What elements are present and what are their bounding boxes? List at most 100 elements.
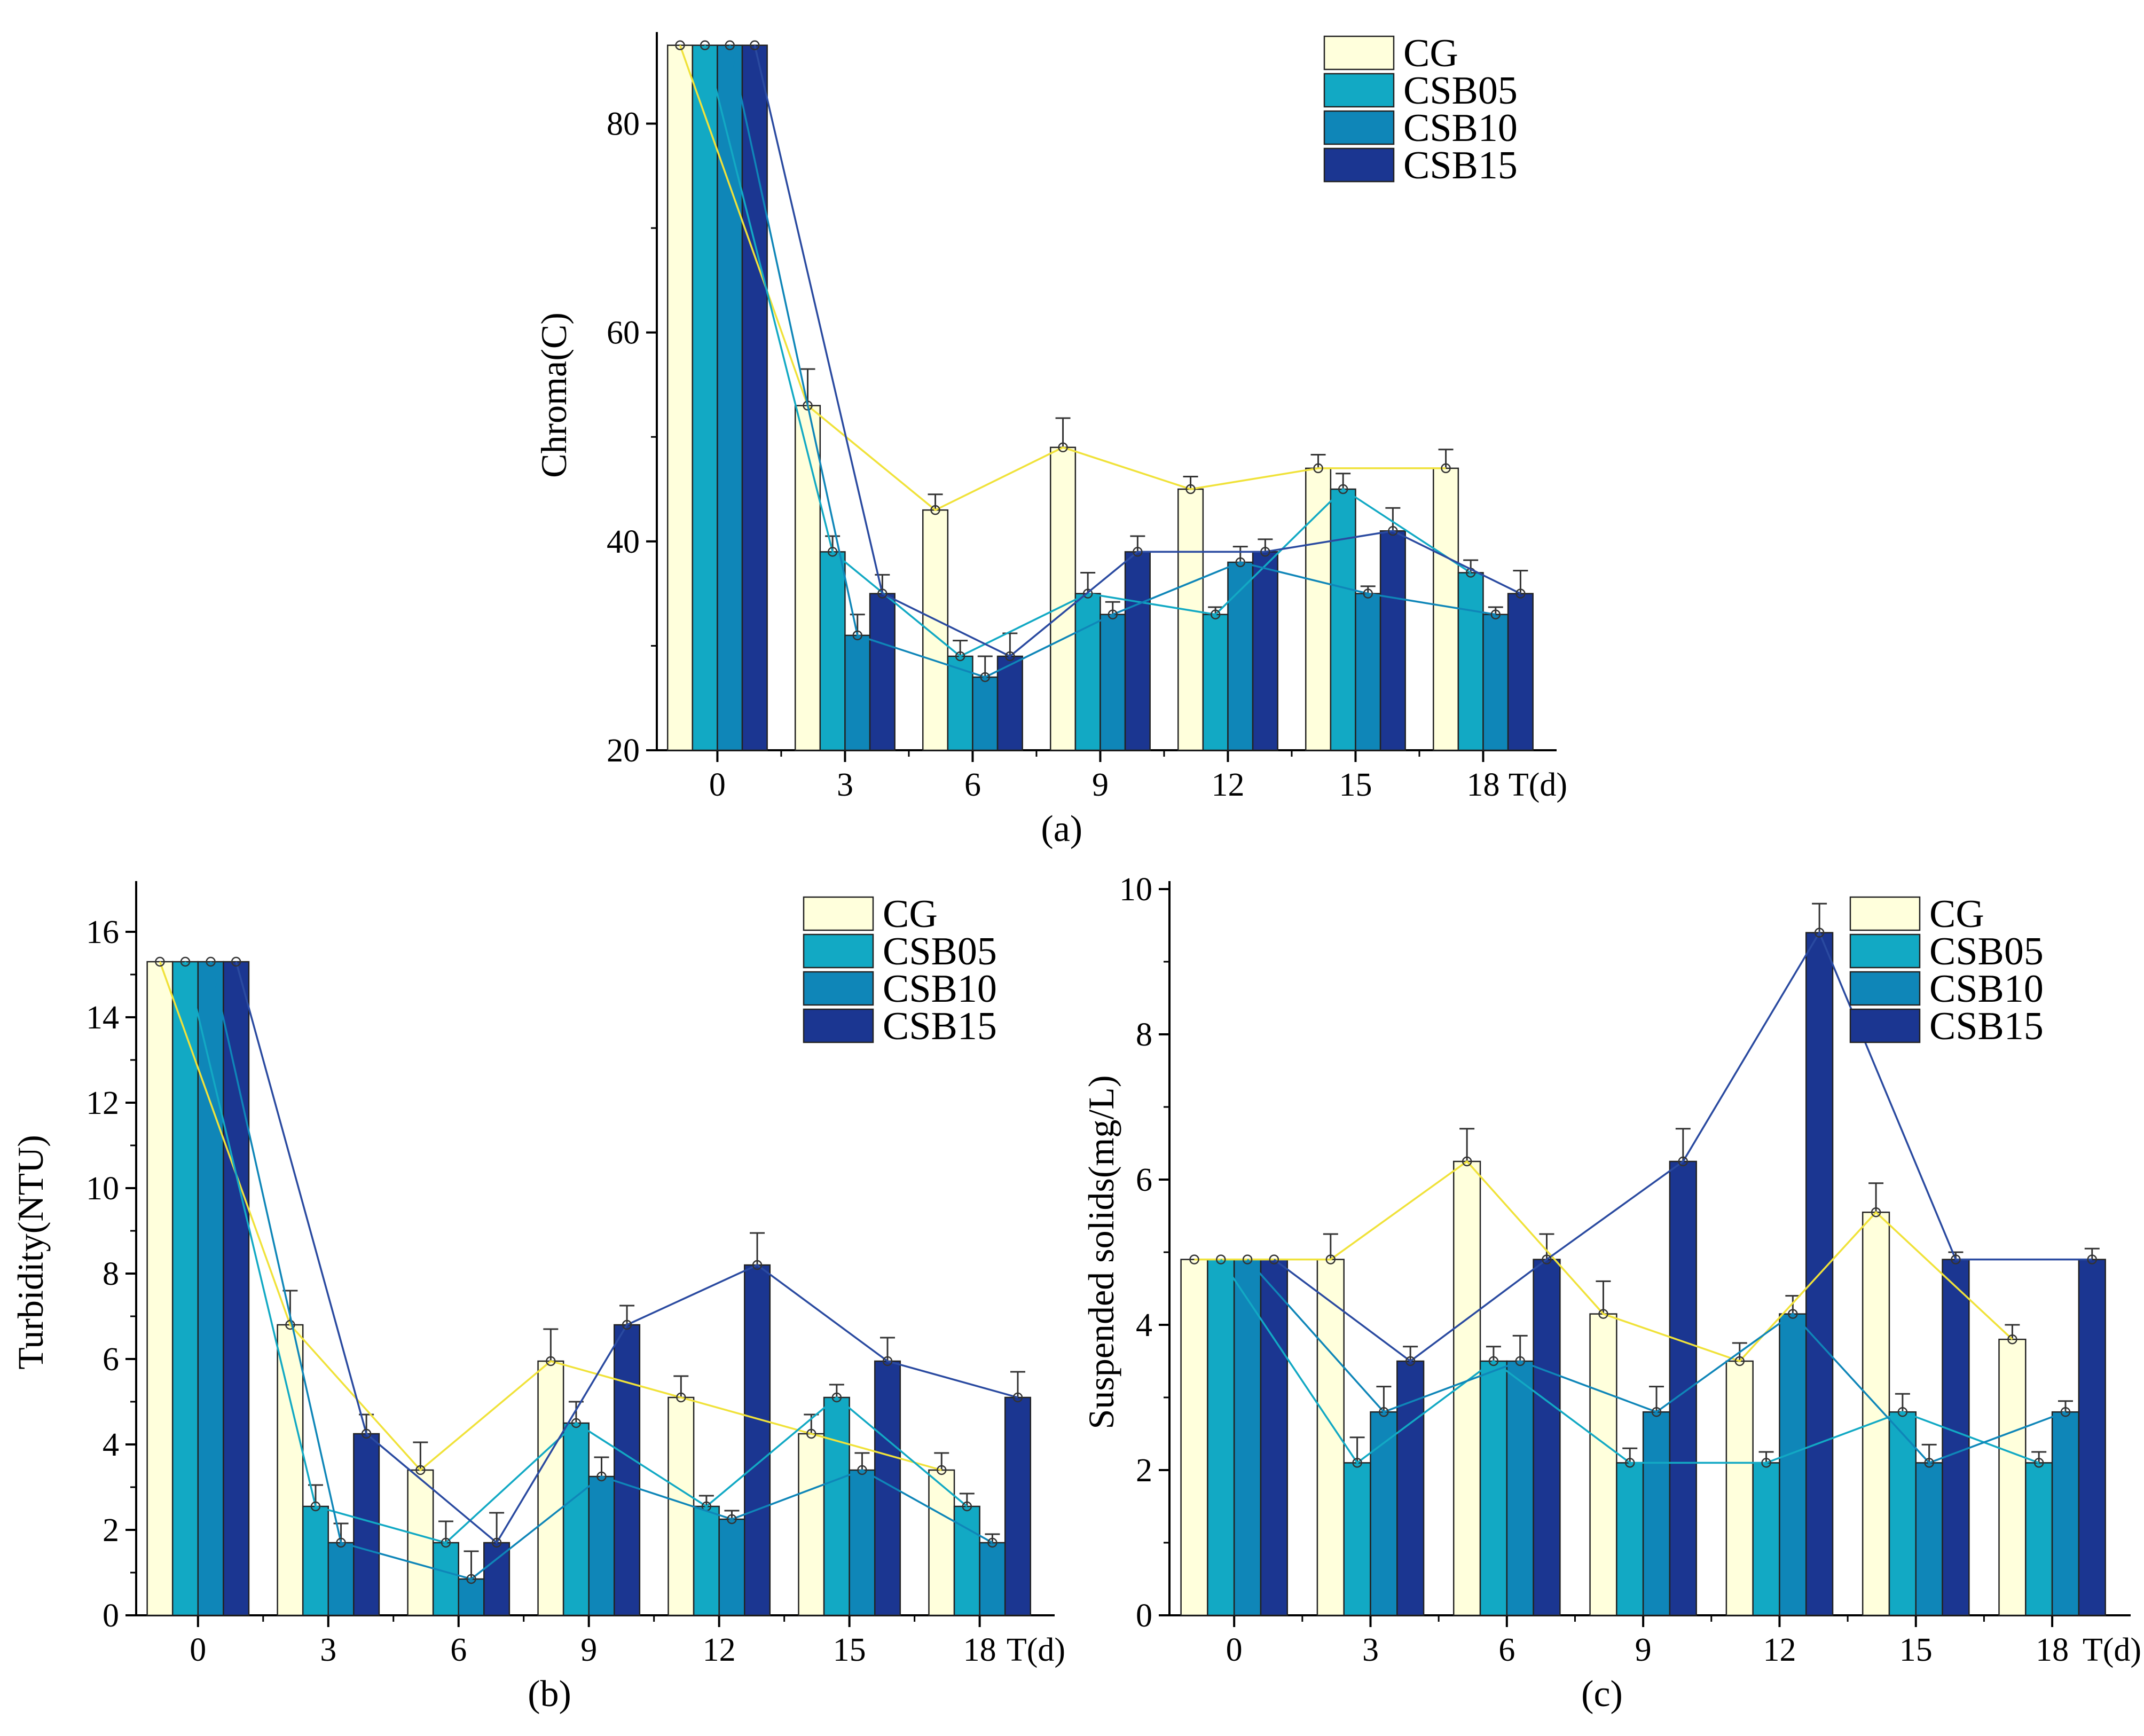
point-csb05-6 <box>1488 1356 1499 1366</box>
line-csb10 <box>209 961 993 1580</box>
y-tick-label: 40 <box>607 524 640 560</box>
y-tick-label: 0 <box>103 1598 119 1634</box>
point-csb05-9 <box>1624 1458 1635 1468</box>
point-csb10-12 <box>1788 1309 1798 1319</box>
bar-csb10-0 <box>717 44 743 751</box>
x-tick-label: 3 <box>1362 1632 1379 1668</box>
bar-cg-9 <box>1589 1313 1617 1616</box>
x-tick-label: 18 <box>1466 767 1499 803</box>
point-cg-18 <box>1441 463 1451 474</box>
bar-csb05-6 <box>947 655 973 751</box>
bar-csb10-3 <box>844 634 871 751</box>
point-csb10-15 <box>1924 1458 1934 1468</box>
legend-label-csb05: CSB05 <box>883 930 997 973</box>
legend-swatch-csb15 <box>1849 1008 1921 1043</box>
point-csb10-12 <box>727 1514 737 1525</box>
point-csb05-6 <box>441 1537 451 1548</box>
bar-csb10-6 <box>1506 1360 1534 1616</box>
legend-swatch-csb15 <box>803 1008 874 1043</box>
point-cg-6 <box>1462 1156 1472 1167</box>
bar-csb15-9 <box>1124 551 1151 751</box>
legend-swatch-csb15 <box>1323 147 1395 183</box>
bar-cg-0 <box>1180 1259 1208 1616</box>
point-cg-12 <box>676 1392 686 1403</box>
point-csb15-12 <box>1260 547 1270 557</box>
bar-csb05-9 <box>1616 1462 1644 1616</box>
x-tick-label: 12 <box>703 1632 736 1668</box>
y-tick-label: 4 <box>1136 1307 1152 1344</box>
line-csb15 <box>1273 930 2092 1363</box>
x-tick-label: 0 <box>709 767 726 803</box>
y-tick-label: 10 <box>86 1171 119 1207</box>
legend-label-csb15: CSB15 <box>1403 144 1518 187</box>
point-csb15-9 <box>1678 1156 1689 1167</box>
line-cg <box>159 961 942 1472</box>
point-cg-15 <box>1313 463 1323 474</box>
point-csb15-15 <box>1388 526 1398 536</box>
y-tick-label: 4 <box>103 1427 119 1463</box>
line-csb05 <box>184 961 968 1544</box>
bar-csb05-12 <box>1202 614 1229 751</box>
bar-cg-3 <box>277 1324 304 1616</box>
point-cg-0 <box>155 956 165 967</box>
bar-csb15-18 <box>2078 1259 2106 1616</box>
y-axis-title: Turbidity(NTU) <box>10 1135 51 1370</box>
point-cg-9 <box>1058 442 1068 453</box>
point-csb10-18 <box>2060 1407 2071 1417</box>
point-csb10-18 <box>987 1537 998 1548</box>
point-cg-12 <box>1734 1356 1745 1366</box>
line-csb10 <box>729 45 1496 678</box>
y-tick-label: 80 <box>607 106 640 142</box>
bar-csb10-18 <box>2051 1411 2080 1616</box>
bar-cg-3 <box>1316 1259 1345 1616</box>
legend-label-csb10: CSB10 <box>883 967 997 1011</box>
bar-csb05-3 <box>302 1505 329 1616</box>
point-csb10-6 <box>466 1574 476 1584</box>
point-csb15-15 <box>882 1356 893 1366</box>
line-csb15 <box>235 961 1018 1544</box>
y-tick-label: 10 <box>1119 871 1152 908</box>
point-csb05-6 <box>955 651 965 662</box>
point-csb10-0 <box>1242 1254 1253 1264</box>
bar-cg-6 <box>922 509 949 751</box>
bar-csb05-15 <box>823 1396 850 1616</box>
bar-csb15-0 <box>741 44 768 751</box>
x-tick-label: 6 <box>1498 1632 1515 1668</box>
bar-csb10-15 <box>1355 593 1381 751</box>
x-axis-title: T(d) <box>1509 767 1567 803</box>
bar-csb10-12 <box>1779 1313 1807 1616</box>
y-tick-label: 2 <box>103 1512 119 1549</box>
bar-csb10-9 <box>1642 1411 1671 1616</box>
x-tick-label: 9 <box>1092 767 1109 803</box>
bar-csb05-0 <box>692 44 718 751</box>
line-cg <box>1194 1160 2013 1363</box>
bar-cg-15 <box>798 1433 825 1616</box>
bar-csb15-3 <box>353 1433 380 1616</box>
x-tick-label: 15 <box>1899 1632 1933 1668</box>
bar-cg-12 <box>1177 488 1204 751</box>
point-cg-6 <box>930 505 940 515</box>
y-tick-label: 60 <box>607 315 640 351</box>
point-csb15-3 <box>361 1428 372 1439</box>
point-csb10-0 <box>206 956 216 967</box>
point-cg-9 <box>1598 1309 1608 1319</box>
x-tick-label: 12 <box>1763 1632 1796 1668</box>
line-csb15 <box>753 45 1521 658</box>
panel-label: (a) <box>1041 808 1082 850</box>
bar-csb10-15 <box>849 1469 876 1616</box>
point-csb05-9 <box>571 1418 582 1428</box>
bar-csb15-6 <box>483 1542 511 1616</box>
point-cg-12 <box>1185 484 1196 494</box>
bar-csb05-0 <box>171 961 199 1616</box>
x-axis-title: T(d) <box>2083 1632 2141 1668</box>
legend-label-csb10: CSB10 <box>1403 106 1518 150</box>
bar-cg-12 <box>667 1396 695 1616</box>
point-csb15-3 <box>1405 1356 1416 1366</box>
bar-cg-0 <box>666 44 694 751</box>
y-tick-label: 8 <box>1136 1017 1152 1053</box>
point-cg-18 <box>2007 1334 2017 1345</box>
bar-csb05-9 <box>1074 593 1101 751</box>
bar-csb15-3 <box>869 593 896 751</box>
bar-csb05-3 <box>819 551 846 751</box>
point-csb10-3 <box>852 630 862 641</box>
